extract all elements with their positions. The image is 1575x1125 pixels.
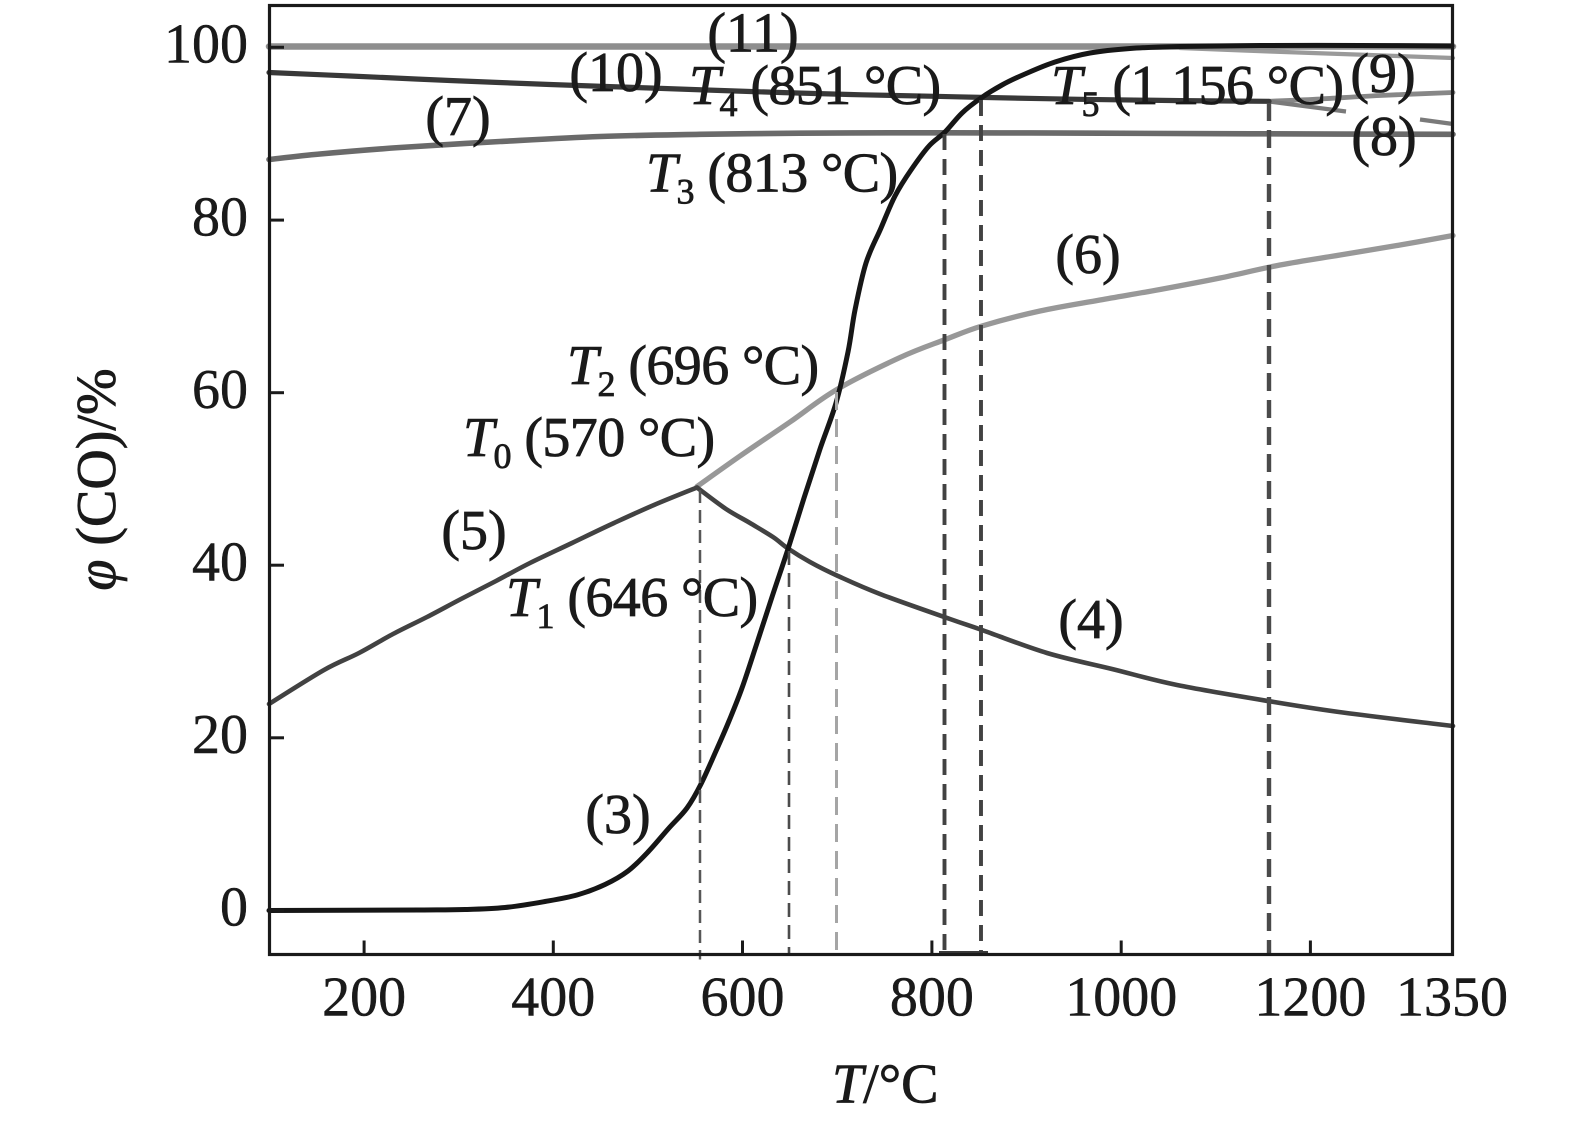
svg-text:(3): (3) [585, 784, 650, 846]
svg-text:600: 600 [701, 967, 785, 1029]
svg-text:T3 (813 °C): T3 (813 °C) [646, 143, 898, 212]
svg-text:(10): (10) [569, 42, 662, 104]
svg-text:T2 (696 °C): T2 (696 °C) [567, 335, 819, 404]
svg-text:T1 (646 °C): T1 (646 °C) [506, 567, 758, 636]
svg-text:φ (CO)/%: φ (CO)/% [66, 368, 128, 590]
svg-text:(7): (7) [425, 86, 490, 148]
svg-text:200: 200 [322, 967, 406, 1029]
svg-text:(4): (4) [1058, 589, 1123, 651]
svg-text:(6): (6) [1055, 224, 1120, 286]
svg-text:1200: 1200 [1254, 967, 1366, 1029]
svg-text:20: 20 [192, 704, 248, 766]
svg-text:800: 800 [890, 967, 974, 1029]
svg-text:60: 60 [192, 359, 248, 421]
svg-text:T/°C: T/°C [832, 1054, 938, 1116]
svg-text:100: 100 [164, 14, 248, 76]
svg-text:(9): (9) [1350, 43, 1415, 105]
svg-text:1350: 1350 [1396, 967, 1508, 1029]
svg-text:0: 0 [220, 877, 248, 939]
svg-text:(8): (8) [1351, 106, 1416, 168]
svg-text:T0 (570 °C): T0 (570 °C) [463, 407, 715, 476]
svg-text:T4 (851 °C): T4 (851 °C) [689, 55, 941, 124]
svg-text:40: 40 [192, 532, 248, 594]
svg-text:(5): (5) [441, 500, 506, 562]
svg-text:1000: 1000 [1065, 967, 1177, 1029]
svg-text:400: 400 [511, 967, 595, 1029]
svg-text:(11): (11) [707, 3, 798, 65]
svg-text:T5 (1 156 °C): T5 (1 156 °C) [1051, 55, 1343, 124]
svg-text:80: 80 [192, 186, 248, 248]
